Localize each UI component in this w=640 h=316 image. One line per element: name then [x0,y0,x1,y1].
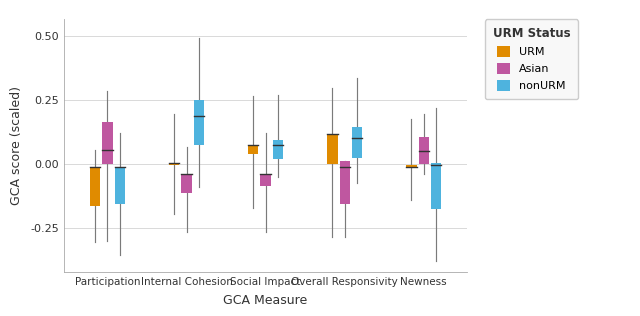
Bar [406,165,417,167]
Bar [340,161,350,204]
Bar [169,163,179,165]
X-axis label: GCA Measure: GCA Measure [223,294,308,307]
Legend: URM, Asian, nonURM: URM, Asian, nonURM [485,20,578,99]
Bar [431,163,441,209]
Bar [194,100,204,145]
Y-axis label: GCA score (scaled): GCA score (scaled) [10,86,24,205]
Bar [90,167,100,206]
Bar [419,137,429,164]
Bar [273,140,283,159]
Bar [327,134,337,164]
Bar [102,122,113,164]
Bar [181,174,192,193]
Bar [260,174,271,186]
Bar [352,127,362,158]
Bar [248,145,259,154]
Bar [115,167,125,204]
